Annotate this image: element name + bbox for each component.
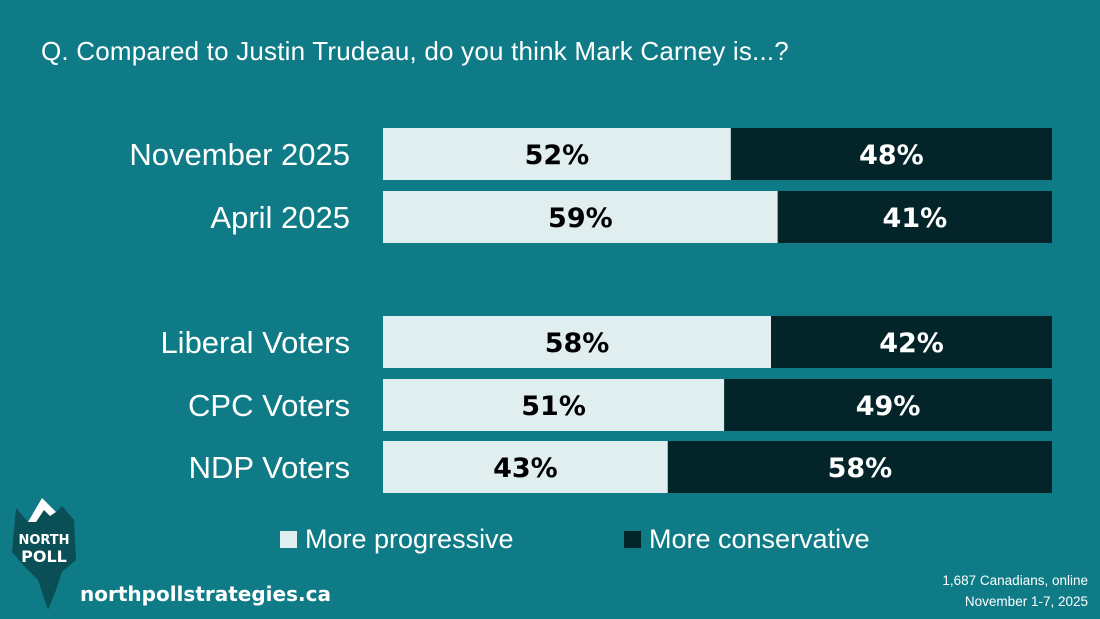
legend-label-conservative: More conservative	[649, 523, 870, 554]
bar-progressive	[383, 379, 725, 431]
legend-item-conservative: More conservative	[624, 522, 870, 556]
legend-item-progressive: More progressive	[280, 522, 514, 556]
legend-swatch-conservative	[624, 530, 641, 548]
category-label: April 2025	[210, 200, 350, 235]
website-url: northpollstrategies.ca	[80, 582, 331, 606]
legend-label-progressive: More progressive	[305, 523, 514, 554]
data-label-progressive: 52%	[525, 140, 590, 171]
data-label-conservative: 58%	[828, 453, 893, 484]
data-label-conservative: 41%	[883, 203, 948, 234]
category-label: Liberal Voters	[160, 325, 350, 360]
bar-conservative	[730, 128, 1052, 180]
north-poll-logo-icon: NORTH POLL	[12, 498, 76, 610]
logo-text-poll: POLL	[21, 547, 67, 566]
bar-progressive	[383, 316, 772, 368]
bar-conservative	[771, 316, 1052, 368]
category-label: November 2025	[129, 137, 350, 172]
bar-progressive	[383, 191, 778, 243]
footnote-dates: November 1-7, 2025	[964, 594, 1088, 609]
data-label-progressive: 51%	[521, 391, 586, 422]
data-label-conservative: 42%	[879, 328, 944, 359]
data-label-progressive: 43%	[493, 453, 558, 484]
chart-question: Q. Compared to Justin Trudeau, do you th…	[41, 36, 789, 66]
data-label-conservative: 48%	[859, 140, 924, 171]
footnote-sample: 1,687 Canadians, online	[942, 573, 1088, 588]
legend-swatch-progressive	[280, 530, 297, 548]
bar-conservative	[724, 379, 1052, 431]
bar-progressive	[383, 128, 731, 180]
bar-progressive	[383, 441, 668, 493]
bar-conservative	[777, 191, 1052, 243]
logo-text-north: NORTH	[18, 533, 69, 548]
category-label: NDP Voters	[189, 450, 350, 485]
data-label-conservative: 49%	[856, 391, 921, 422]
data-label-progressive: 58%	[545, 328, 610, 359]
data-label-progressive: 59%	[548, 203, 613, 234]
survey-footnote: 1,687 Canadians, online November 1-7, 20…	[942, 570, 1088, 612]
bar-conservative	[667, 441, 1052, 493]
category-label: CPC Voters	[188, 388, 350, 423]
